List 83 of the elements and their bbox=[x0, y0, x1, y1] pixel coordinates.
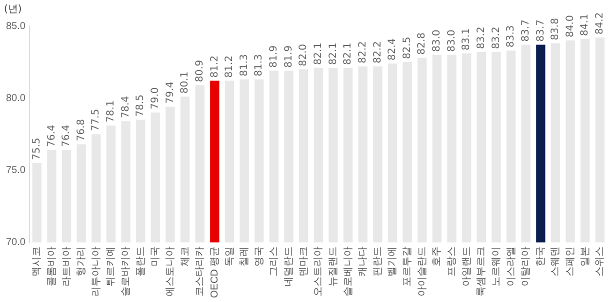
data-label: 78.4 bbox=[120, 96, 132, 118]
data-label: 82.1 bbox=[342, 42, 354, 65]
data-label: 80.1 bbox=[180, 71, 191, 94]
data-label: 81.2 bbox=[224, 56, 236, 78]
data-label: 82.2 bbox=[372, 41, 384, 64]
data-label: 83.2 bbox=[490, 26, 502, 49]
x-tick-label: 라트비아 bbox=[61, 246, 72, 286]
data-label: 79.4 bbox=[164, 82, 176, 104]
x-tick-label: 에스토니아 bbox=[164, 246, 176, 296]
y-tick-label: 75.0 bbox=[6, 164, 26, 176]
data-label: 83.7 bbox=[520, 19, 532, 42]
x-tick-label: 폴란드 bbox=[135, 246, 146, 276]
data-label: 83.7 bbox=[535, 19, 546, 42]
x-tick-label: 미국 bbox=[150, 246, 162, 266]
x-tick-label: 아이슬란드 bbox=[416, 246, 428, 296]
data-label: 76.4 bbox=[61, 124, 72, 148]
x-tick-label: 뉴질랜드 bbox=[328, 246, 339, 286]
x-tick-label: 슬로바키아 bbox=[120, 246, 132, 296]
x-tick-label: 덴마크 bbox=[298, 246, 310, 276]
x-tick-label: 핀란드 bbox=[372, 246, 384, 276]
x-tick-label: OECD 평균 bbox=[209, 246, 220, 298]
y-tick-label: 85.0 bbox=[6, 20, 26, 32]
x-tick-label: 일본 bbox=[580, 246, 591, 266]
data-label: 79.0 bbox=[150, 87, 162, 110]
data-label: 81.3 bbox=[238, 54, 250, 76]
data-label: 83.8 bbox=[550, 18, 562, 40]
x-tick-label: 한국 bbox=[535, 246, 546, 266]
data-label: 81.9 bbox=[268, 45, 280, 68]
x-tick-label: 독일 bbox=[224, 246, 236, 266]
y-tick-label: 80.0 bbox=[6, 92, 26, 104]
data-label: 82.1 bbox=[328, 42, 339, 65]
data-label: 75.5 bbox=[31, 138, 42, 160]
x-tick-label: 체코 bbox=[180, 246, 191, 266]
data-label: 80.9 bbox=[194, 60, 206, 82]
x-tick-label: 스페인 bbox=[565, 246, 576, 276]
x-tick-label: 콜롬비아 bbox=[46, 246, 58, 286]
data-label: 84.1 bbox=[580, 14, 591, 36]
data-label: 78.5 bbox=[135, 94, 146, 117]
x-tick-label: 이탈리아 bbox=[520, 246, 532, 286]
x-tick-label: 벨기에 bbox=[387, 246, 398, 276]
data-label: 84.2 bbox=[594, 12, 606, 35]
x-tick-label: 슬로베니아 bbox=[342, 246, 354, 296]
x-tick-label: 헝가리 bbox=[76, 246, 88, 276]
x-tick-label: 그리스 bbox=[268, 246, 280, 276]
x-tick-label: 멕시코 bbox=[32, 246, 43, 276]
data-label: 77.5 bbox=[90, 108, 102, 132]
data-label: 82.8 bbox=[416, 32, 428, 55]
data-label: 81.3 bbox=[254, 54, 265, 76]
x-tick-label: 이스라엘 bbox=[506, 246, 517, 286]
y-tick-label: 70.0 bbox=[6, 237, 26, 248]
x-tick-label: 캐나다 bbox=[358, 246, 369, 276]
data-label: 82.4 bbox=[387, 38, 398, 60]
data-label: 76.8 bbox=[76, 118, 87, 142]
x-tick-label: 코스타리카 bbox=[194, 246, 206, 296]
data-label: 82.2 bbox=[357, 41, 368, 64]
data-label: 82.5 bbox=[402, 36, 413, 60]
x-tick-label: 프랑스 bbox=[446, 246, 458, 276]
data-label: 83.1 bbox=[461, 28, 472, 50]
x-tick-label: 네덜란드 bbox=[284, 246, 295, 286]
data-label: 82.0 bbox=[298, 44, 310, 66]
x-tick-label: 스웨덴 bbox=[550, 246, 562, 276]
x-tick-label: 호주 bbox=[432, 246, 443, 266]
data-label: 84.0 bbox=[564, 15, 576, 38]
y-axis-title: (년) bbox=[4, 3, 22, 16]
data-label: 81.2 bbox=[209, 56, 220, 78]
data-label: 83.2 bbox=[476, 26, 487, 49]
x-tick-label: 칠레 bbox=[239, 246, 250, 266]
x-tick-label: 오스트리아 bbox=[313, 246, 324, 296]
x-tick-label: 튀르키예 bbox=[106, 246, 117, 286]
data-label: 78.1 bbox=[106, 100, 117, 123]
x-tick-label: 아일랜드 bbox=[461, 246, 472, 286]
data-label: 81.9 bbox=[283, 45, 294, 68]
x-tick-label: 노르웨이 bbox=[490, 246, 502, 286]
data-label: 82.1 bbox=[313, 42, 324, 65]
x-tick-label: 룩셈부르크 bbox=[476, 246, 488, 296]
data-label: 83.0 bbox=[432, 30, 443, 52]
x-tick-label: 스위스 bbox=[594, 246, 606, 276]
x-tick-label: 리투아니아 bbox=[90, 246, 102, 296]
x-tick-label: 포르투갈 bbox=[402, 246, 414, 286]
data-label: 83.0 bbox=[446, 30, 458, 52]
data-label: 83.3 bbox=[506, 25, 517, 48]
x-tick-label: 영국 bbox=[254, 246, 265, 266]
data-label: 76.4 bbox=[46, 124, 58, 148]
